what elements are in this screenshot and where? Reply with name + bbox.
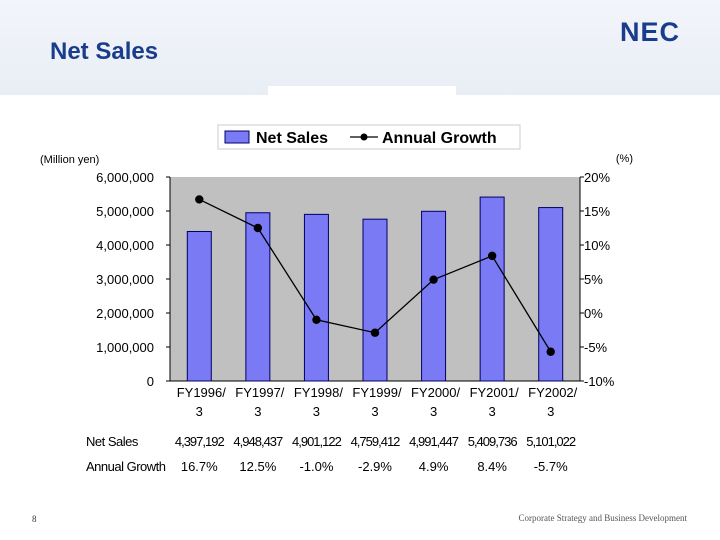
logo-text: NEC — [620, 17, 680, 45]
net-sales-bar — [303, 213, 329, 382]
annual-growth-point — [253, 223, 263, 233]
net-sales-bar — [421, 210, 447, 382]
net-sales-bar — [362, 218, 388, 382]
category-label: FY2002/ — [528, 385, 578, 400]
net-sales-bar — [186, 230, 212, 382]
table-growth-value: -5.7% — [534, 459, 568, 474]
table-net-sales-value: 4,991,447 — [409, 434, 459, 449]
table-growth-value: 8.4% — [477, 459, 507, 474]
table-row-label-growth: Annual Growth — [86, 459, 166, 474]
left-tick-label: 4,000,000 — [96, 238, 154, 253]
category-label: FY1998/ — [294, 385, 344, 400]
right-tick-label: 15% — [584, 204, 610, 219]
left-axis-unit: (Million yen) — [40, 154, 99, 166]
category-label: FY2000/ — [411, 385, 461, 400]
table-net-sales-value: 4,397,192 — [175, 434, 225, 449]
table-net-sales-value: 4,759,412 — [351, 434, 401, 449]
net-sales-bar — [245, 212, 271, 382]
legend-label-growth: Annual Growth — [382, 130, 497, 147]
table-net-sales-value: 4,948,437 — [233, 434, 283, 449]
left-tick-label: 3,000,000 — [96, 272, 154, 287]
right-axis-unit: (%) — [616, 153, 633, 165]
left-tick-label: 6,000,000 — [96, 170, 154, 185]
legend-bar-swatch — [224, 130, 250, 144]
category-label-suffix: 3 — [313, 404, 320, 419]
annual-growth-point — [195, 195, 204, 204]
left-tick-label: 2,000,000 — [96, 306, 154, 321]
category-label: FY1999/ — [352, 385, 402, 400]
category-label: FY1996/ — [177, 385, 227, 400]
category-label-suffix: 3 — [196, 404, 203, 419]
category-label-suffix: 3 — [254, 404, 261, 419]
annual-growth-point — [312, 315, 321, 324]
table-growth-value: -1.0% — [299, 459, 333, 474]
chart-title-area — [268, 86, 456, 106]
annual-growth-point — [487, 251, 497, 261]
right-tick-label: 20% — [584, 170, 610, 185]
table-net-sales-value: 5,101,022 — [526, 434, 576, 449]
annual-growth-point — [546, 347, 555, 356]
annual-growth-point — [429, 275, 438, 284]
left-tick-label: 5,000,000 — [96, 204, 154, 219]
legend-label-net-sales: Net Sales — [256, 130, 328, 147]
category-label-suffix: 3 — [371, 404, 378, 419]
table-net-sales-value: 5,409,736 — [468, 434, 518, 449]
category-label: FY1997/ — [235, 385, 285, 400]
legend-line-marker — [360, 133, 368, 141]
left-tick-label: 0 — [147, 374, 154, 389]
annual-growth-point — [370, 328, 380, 337]
right-tick-label: -5% — [584, 340, 608, 355]
net-sales-bar — [479, 196, 505, 382]
category-label-suffix: 3 — [489, 404, 496, 419]
slide-title: Net Sales — [50, 38, 159, 65]
table-row-label-net-sales: Net Sales — [86, 434, 139, 449]
category-label-suffix: 3 — [430, 404, 437, 419]
category-label-suffix: 3 — [547, 404, 554, 419]
table-growth-value: 12.5% — [239, 459, 276, 474]
table-growth-value: 4.9% — [419, 459, 449, 474]
page-number: 8 — [32, 514, 37, 524]
table-growth-value: 16.7% — [181, 459, 218, 474]
nec-logo: NEC — [620, 17, 680, 45]
category-label: FY2001/ — [470, 385, 520, 400]
right-tick-label: -10% — [584, 374, 615, 389]
header-band — [0, 0, 720, 95]
table-growth-value: -2.9% — [358, 459, 392, 474]
right-tick-label: 10% — [584, 238, 610, 253]
footer-text: Corporate Strategy and Business Developm… — [518, 513, 687, 523]
right-tick-label: 0% — [584, 306, 603, 321]
table-net-sales-value: 4,901,122 — [292, 434, 342, 449]
left-tick-label: 1,000,000 — [96, 340, 154, 355]
right-tick-label: 5% — [584, 272, 603, 287]
